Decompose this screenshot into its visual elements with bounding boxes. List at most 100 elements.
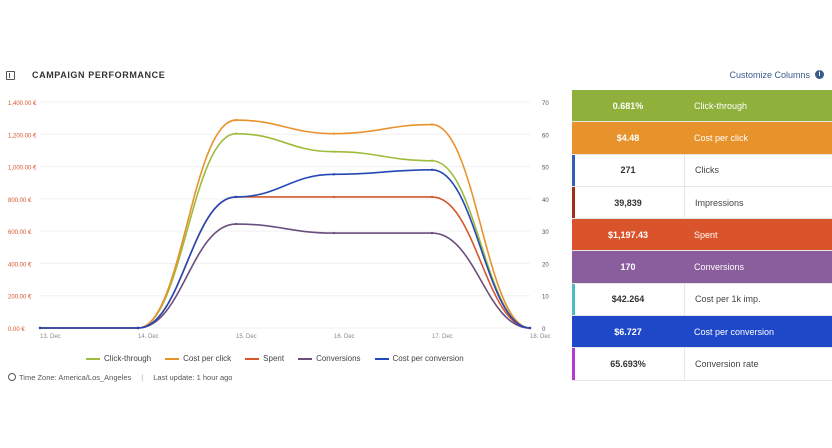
metric-row[interactable]: $42.264 Cost per 1k imp.	[572, 283, 832, 317]
metric-row[interactable]: $6.727 Cost per conversion	[572, 316, 832, 349]
right-tick-label: 20	[542, 262, 549, 268]
legend-item[interactable]: Conversions	[298, 354, 361, 363]
chart-legend: Click-through Cost per click Spent Conversi…	[86, 354, 464, 363]
metric-accent	[572, 283, 575, 316]
legend-swatch	[86, 357, 100, 360]
series-point	[430, 195, 434, 199]
metric-row[interactable]: $4.48 Cost per click	[572, 122, 832, 155]
left-tick-label: 1,000.00 €	[8, 166, 37, 172]
metric-row[interactable]: 39,839 Impressions	[572, 186, 832, 220]
legend-label: Cost per click	[183, 354, 232, 363]
metric-accent	[572, 154, 575, 186]
panel-icon	[6, 71, 15, 80]
x-tick-label: 15. Dec	[236, 334, 257, 340]
series-point	[136, 326, 140, 330]
metric-label: Spent	[694, 229, 718, 240]
series-point	[332, 173, 336, 176]
metric-row[interactable]: $1,197.43 Spent	[572, 219, 832, 252]
right-tick-label: 30	[542, 230, 549, 236]
legend-swatch	[245, 357, 260, 360]
metric-value: $42.264	[611, 294, 645, 305]
series-point	[234, 195, 238, 199]
metric-accent	[572, 186, 575, 219]
legend-label: Spent	[263, 354, 285, 363]
last-update-text: Last update: 1 hour ago	[153, 373, 233, 382]
legend-swatch	[165, 357, 180, 360]
legend-item[interactable]: Cost per conversion	[374, 354, 464, 363]
series-point	[430, 159, 434, 162]
metric-value: $1,197.43	[607, 229, 649, 240]
series-line-cost-per-conversion	[40, 168, 531, 329]
series-point	[430, 231, 434, 235]
chart-series	[38, 118, 532, 330]
metric-label: Conversions	[694, 262, 745, 273]
right-tick-label: 60	[542, 133, 549, 139]
metric-value: 65.693%	[610, 359, 646, 370]
series-point	[430, 123, 434, 126]
metric-label: Clicks	[684, 154, 832, 186]
metric-row[interactable]: 65.693% Conversion rate	[572, 348, 832, 381]
footer-separator: |	[141, 373, 144, 382]
line-chart: 0.00 € 200.00 € 400.00 € 600.00 € 800.00 € 1,…	[8, 101, 551, 340]
legend-item[interactable]: Click-through	[86, 354, 151, 363]
timezone-info: Time Zone: America/Los_Angeles	[8, 373, 131, 382]
left-axis: 0.00 € 200.00 € 400.00 € 600.00 € 800.00 € 1,…	[8, 101, 37, 333]
series-point	[38, 326, 42, 330]
legend-swatch	[298, 357, 313, 360]
metric-value: 170	[620, 262, 636, 273]
timezone-text: Time Zone: America/Los_Angeles	[19, 373, 132, 382]
legend-item[interactable]: Spent	[245, 354, 284, 363]
series-line-cost-per-click	[40, 119, 531, 329]
info-icon[interactable]: i	[815, 70, 824, 79]
right-tick-label: 50	[542, 166, 549, 172]
series-point	[332, 132, 336, 135]
legend-swatch	[374, 357, 389, 360]
right-tick-label: 0	[542, 327, 546, 333]
metric-row[interactable]: 271 Clicks	[572, 154, 832, 187]
series-point	[234, 222, 238, 226]
series-line-conversions	[40, 223, 531, 329]
panel-header: CAMPAIGN PERFORMANCE Customize Columns i	[0, 62, 832, 88]
metric-value: 271	[620, 165, 636, 176]
series-point	[234, 118, 238, 122]
left-tick-label: 600.00 €	[8, 230, 32, 236]
legend-item[interactable]: Cost per click	[165, 354, 231, 363]
metric-label: Cost per 1k imp.	[684, 283, 832, 316]
metric-label: Cost per conversion	[694, 326, 775, 337]
customize-columns-link[interactable]: Customize Columns	[729, 70, 810, 80]
series-point	[430, 168, 434, 171]
metric-value: $4.48	[616, 132, 640, 143]
series-line-spent	[40, 196, 531, 329]
right-tick-label: 10	[542, 295, 549, 301]
legend-label: Cost per conversion	[392, 354, 464, 363]
series-point	[332, 195, 336, 199]
x-tick-label: 17. Dec	[432, 334, 453, 340]
left-tick-label: 400.00 €	[8, 262, 32, 268]
series-point	[332, 150, 336, 153]
panel-footer: Time Zone: America/Los_Angeles | Last up…	[8, 373, 232, 382]
panel-title: CAMPAIGN PERFORMANCE	[32, 70, 166, 80]
series-point	[528, 326, 532, 330]
metric-accent	[572, 348, 575, 380]
x-axis: 13. Dec 14. Dec 15. Dec 16. Dec 17. Dec 18. D…	[40, 334, 551, 340]
right-tick-label: 40	[542, 198, 549, 204]
x-tick-label: 14. Dec	[138, 334, 159, 340]
legend-label: Conversions	[316, 354, 361, 363]
metric-label: Cost per click	[694, 132, 749, 143]
metric-label: Impressions	[684, 186, 832, 219]
x-tick-label: 13. Dec	[40, 334, 61, 340]
right-axis: 0 10 20 30 40 50 60 70	[542, 101, 549, 333]
series-point	[234, 132, 238, 135]
metric-value: 0.681%	[612, 100, 644, 111]
metric-row[interactable]: 170 Conversions	[572, 251, 832, 284]
right-tick-label: 70	[542, 101, 549, 107]
metric-label: Conversion rate	[684, 348, 832, 380]
clock-icon	[8, 373, 16, 381]
metric-row[interactable]: 0.681% Click-through	[572, 90, 832, 123]
metric-value: 39,839	[614, 197, 642, 208]
x-tick-label: 16. Dec	[334, 334, 355, 340]
metrics-table: 0.681% Click-through $4.48 Cost per click 27…	[572, 90, 832, 381]
left-tick-label: 1,400.00 €	[8, 101, 37, 107]
left-tick-label: 200.00 €	[8, 295, 32, 301]
series-point	[332, 231, 336, 235]
